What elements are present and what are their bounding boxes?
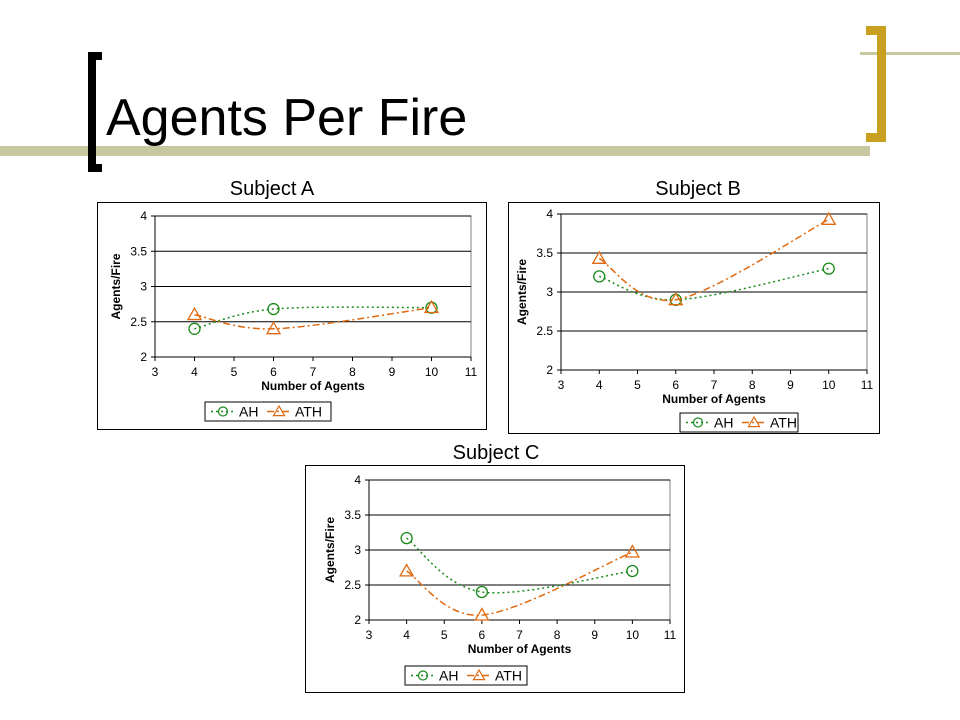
chart-subject-b: 2 2.5 3 3.5 4 3 4 5 6 7 8 9 10 11 Number of Agents Agen… bbox=[508, 202, 880, 434]
legend-box bbox=[404, 665, 528, 686]
y-tick-label: 2.5 bbox=[344, 578, 361, 592]
y-tick-label: 4 bbox=[140, 209, 147, 223]
y-axis-label: Agents/Fire bbox=[109, 253, 123, 319]
data-point-ath bbox=[474, 607, 490, 621]
y-tick-label: 3.5 bbox=[130, 244, 147, 258]
y-tick-label: 2 bbox=[140, 350, 147, 364]
data-point-ah bbox=[626, 564, 639, 578]
legend-label: ATH bbox=[295, 404, 322, 420]
y-tick-label: 3.5 bbox=[536, 246, 553, 260]
y-tick-label: 4 bbox=[354, 473, 361, 487]
subject-a-label: Subject A bbox=[229, 178, 315, 200]
x-axis-label: Number of Agents bbox=[261, 379, 365, 393]
legend-box bbox=[679, 412, 799, 433]
slide-title: Agents Per Fire bbox=[106, 89, 468, 147]
x-tick-label: 4 bbox=[403, 628, 410, 642]
data-point-ah bbox=[822, 262, 835, 275]
x-tick-label: 7 bbox=[711, 378, 718, 392]
x-axis-label: Number of Agents bbox=[662, 392, 766, 406]
x-tick-label: 3 bbox=[152, 365, 159, 379]
data-point-ah bbox=[593, 270, 606, 283]
y-axis-label: Agents/Fire bbox=[515, 259, 529, 325]
x-tick-label: 3 bbox=[558, 378, 565, 392]
y-tick-label: 2.5 bbox=[536, 324, 553, 338]
top-rule bbox=[860, 52, 960, 55]
x-tick-label: 11 bbox=[465, 365, 478, 379]
series-line-ath bbox=[194, 306, 432, 330]
subject-b-label: Subject B bbox=[655, 178, 741, 200]
legend-marker-triangle bbox=[747, 415, 761, 428]
x-tick-label: 5 bbox=[231, 365, 238, 379]
y-tick-label: 2 bbox=[354, 613, 361, 627]
series-line-ath bbox=[406, 551, 633, 616]
x-tick-label: 9 bbox=[787, 378, 794, 392]
x-tick-label: 4 bbox=[596, 378, 603, 392]
y-axis-label: Agents/Fire bbox=[323, 517, 337, 583]
chart-subject-a: 2 2.5 3 3.5 4 3 4 5 6 7 8 9 10 11 Number of Agents Agen… bbox=[97, 202, 487, 430]
x-tick-label: 6 bbox=[479, 628, 486, 642]
x-tick-label: 10 bbox=[626, 628, 640, 642]
x-tick-label: 9 bbox=[591, 628, 598, 642]
data-point-ath bbox=[668, 291, 684, 306]
legend-label: ATH bbox=[770, 415, 797, 431]
subject-c-label: Subject C bbox=[452, 442, 540, 464]
y-tick-label: 2.5 bbox=[130, 315, 147, 329]
x-axis-label: Number of Agents bbox=[468, 642, 572, 656]
x-tick-label: 6 bbox=[672, 378, 679, 392]
data-point-ah bbox=[400, 531, 413, 545]
x-tick-label: 3 bbox=[366, 628, 373, 642]
x-tick-label: 4 bbox=[191, 365, 198, 379]
legend-marker-triangle bbox=[272, 404, 286, 417]
y-tick-label: 3 bbox=[140, 280, 147, 294]
x-tick-label: 10 bbox=[822, 378, 836, 392]
data-point-ath bbox=[399, 563, 415, 577]
y-tick-label: 4 bbox=[546, 207, 553, 221]
x-tick-label: 6 bbox=[270, 365, 277, 379]
chart-subject-c: 2 2.5 3 3.5 4 3 4 5 6 7 8 9 10 11 Number of Agents Agen… bbox=[305, 465, 685, 693]
left-bracket bbox=[88, 52, 102, 172]
x-tick-label: 10 bbox=[425, 365, 439, 379]
data-point-ah bbox=[475, 585, 489, 599]
y-tick-label: 3.5 bbox=[344, 508, 361, 522]
legend-label: AH bbox=[714, 415, 733, 431]
y-tick-label: 3 bbox=[546, 285, 553, 299]
x-tick-label: 7 bbox=[516, 628, 523, 642]
header-rule bbox=[0, 146, 870, 156]
x-tick-label: 9 bbox=[389, 365, 396, 379]
x-tick-label: 8 bbox=[554, 628, 561, 642]
legend-label: ATH bbox=[495, 668, 522, 684]
legend-marker-triangle bbox=[472, 668, 486, 681]
data-point-ath bbox=[186, 306, 203, 321]
y-tick-label: 3 bbox=[354, 543, 361, 557]
x-tick-label: 11 bbox=[861, 378, 874, 392]
data-point-ath bbox=[591, 250, 607, 264]
x-tick-label: 8 bbox=[749, 378, 756, 392]
x-tick-label: 7 bbox=[310, 365, 317, 379]
x-tick-label: 5 bbox=[634, 378, 641, 392]
y-tick-label: 2 bbox=[546, 363, 553, 377]
data-point-ah bbox=[267, 302, 280, 316]
legend-label: AH bbox=[239, 404, 258, 420]
data-point-ath bbox=[265, 320, 282, 335]
legend-marker-circle bbox=[692, 417, 704, 428]
legend-marker-circle bbox=[417, 670, 429, 681]
data-point-ath bbox=[423, 299, 440, 314]
data-point-ah bbox=[188, 322, 201, 335]
data-point-ath bbox=[624, 544, 640, 558]
series-line-ath bbox=[598, 218, 830, 302]
x-tick-label: 8 bbox=[349, 365, 356, 379]
x-tick-label: 11 bbox=[664, 628, 677, 642]
legend-label: AH bbox=[439, 668, 458, 684]
x-tick-label: 5 bbox=[441, 628, 448, 642]
legend-marker-circle bbox=[217, 406, 229, 417]
data-point-ath bbox=[821, 211, 837, 225]
right-bracket bbox=[866, 26, 886, 142]
